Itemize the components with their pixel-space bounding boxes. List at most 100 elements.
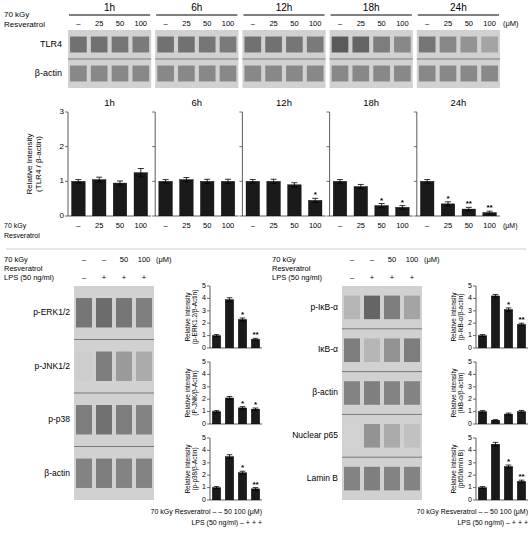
- bar: [517, 481, 525, 500]
- blot-band: [76, 459, 92, 488]
- row-label: IκB-α: [318, 344, 338, 354]
- lane-label: 100: [396, 19, 409, 28]
- y-tick-label: 1: [202, 483, 206, 490]
- blot-band: [96, 459, 112, 488]
- row-label: Lamin B: [307, 473, 339, 483]
- bar: [288, 185, 302, 216]
- lane-label: 50: [290, 19, 298, 28]
- y-tick: [207, 362, 210, 363]
- y-tick: [65, 146, 68, 147]
- error-cap: [163, 183, 169, 184]
- blot-separator: [155, 59, 238, 60]
- y-tick: [239, 216, 242, 217]
- blot-background: [74, 286, 154, 500]
- error-bar: [229, 298, 230, 302]
- blot-band: [344, 296, 360, 320]
- bar-chart: 012345Relative intensity(IkB-α/β-actin): [450, 358, 528, 427]
- y-tick-label: 0: [60, 211, 65, 220]
- blot-band: [404, 338, 420, 362]
- significance-label: **: [518, 315, 525, 324]
- x-tick-label: –: [425, 221, 430, 230]
- blot-separator: [342, 328, 422, 329]
- blot-band: [96, 298, 112, 327]
- significance-label: *: [446, 194, 450, 203]
- y-tick: [65, 216, 68, 217]
- blot-band: [440, 37, 457, 53]
- y-tick-label: 5: [202, 358, 206, 365]
- blot-separator: [74, 339, 154, 340]
- error-bar: [360, 184, 361, 188]
- y-tick: [473, 310, 476, 311]
- significance-label: **: [518, 472, 525, 481]
- x-tick-label: 25: [95, 221, 103, 230]
- error-cap: [487, 213, 493, 214]
- y-axis-line: [476, 286, 477, 348]
- x-tick-label: 100: [396, 221, 409, 230]
- blot-band: [112, 37, 129, 53]
- bar: [441, 204, 455, 216]
- bar: [238, 408, 246, 424]
- blot-band: [286, 37, 303, 53]
- y-tick: [207, 462, 210, 463]
- bar: [333, 181, 347, 216]
- bar-chart: 012345***Relative intensity(p65/lamin B)…: [417, 434, 528, 527]
- error-cap: [312, 202, 318, 203]
- bar-marks: [212, 396, 259, 424]
- y-tick: [207, 424, 210, 425]
- blot-separator: [330, 59, 413, 60]
- bar-marks: [72, 169, 148, 216]
- error-cap: [379, 207, 385, 208]
- blot-band: [364, 467, 380, 491]
- bar: [308, 200, 322, 216]
- condition-label: 70 kGy: [4, 255, 28, 264]
- blot-separator: [242, 59, 325, 60]
- lane-label: –: [370, 255, 375, 264]
- y-tick-label: 0: [468, 420, 472, 427]
- blot-band: [384, 296, 400, 320]
- y-tick-label: 4: [468, 370, 472, 377]
- y-tick-label: 1: [468, 331, 472, 338]
- y-tick-label: 3: [468, 307, 472, 314]
- y-axis-label: (p65/lamin B): [457, 450, 465, 489]
- blot-separator: [417, 59, 500, 60]
- error-cap: [163, 179, 169, 180]
- bar-chart: **18h–2550100: [327, 97, 413, 230]
- significance-label: *: [241, 399, 245, 408]
- error-cap: [480, 488, 486, 489]
- y-tick: [207, 298, 210, 299]
- error-cap: [493, 297, 499, 298]
- y-tick-label: 3: [202, 383, 206, 390]
- error-cap: [480, 334, 486, 335]
- blot-band: [70, 66, 87, 82]
- significance-label: **: [252, 330, 259, 339]
- bar-marks: [212, 298, 259, 348]
- bar: [246, 181, 260, 216]
- blot-band: [440, 66, 457, 82]
- blot-band: [481, 66, 498, 82]
- bar-marks: [478, 442, 525, 500]
- error-cap: [225, 183, 231, 184]
- y-tick-label: 1: [60, 176, 65, 185]
- y-axis-label: (p-IkB-α/β-actin): [457, 294, 465, 341]
- error-cap: [227, 458, 233, 459]
- lane-label: 25: [357, 19, 365, 28]
- y-tick: [473, 374, 476, 375]
- blot-band: [132, 66, 149, 82]
- lane-label: 100: [309, 19, 322, 28]
- y-tick: [327, 112, 330, 113]
- blot-band: [419, 37, 436, 53]
- error-bar: [120, 181, 121, 185]
- error-bar: [207, 179, 208, 183]
- blot-band: [384, 381, 400, 405]
- blot-band: [244, 37, 261, 53]
- y-tick: [473, 500, 476, 501]
- row-label: p-p38: [48, 414, 70, 424]
- lane-label: 50: [377, 19, 385, 28]
- error-cap: [253, 410, 259, 411]
- bar: [225, 300, 233, 348]
- error-cap: [214, 486, 220, 487]
- blot-band: [384, 338, 400, 362]
- error-cap: [227, 297, 233, 298]
- error-cap: [96, 182, 102, 183]
- error-cap: [519, 412, 525, 413]
